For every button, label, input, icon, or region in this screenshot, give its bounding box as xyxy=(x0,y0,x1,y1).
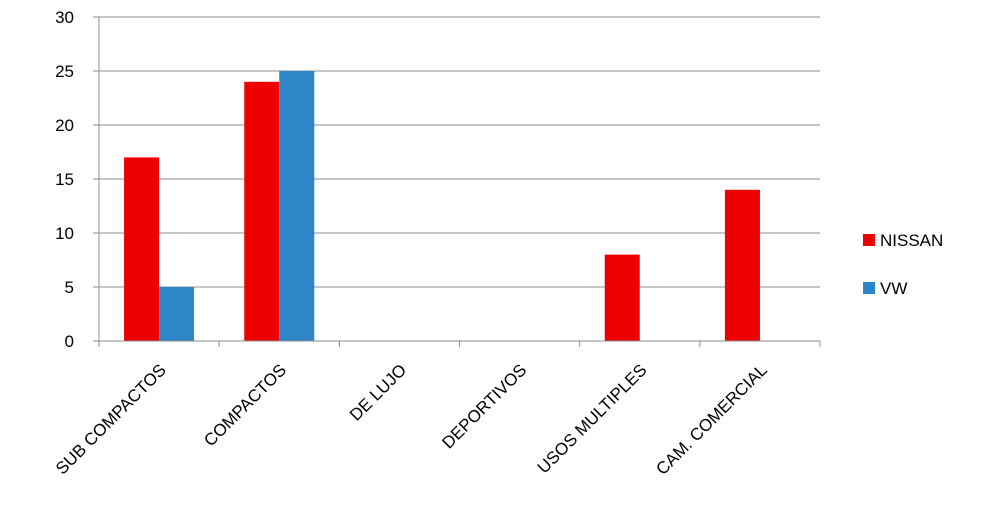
x-tick-label-cam-comercial: CAM. COMERCIAL xyxy=(652,360,770,478)
y-tick-label-0: 0 xyxy=(65,332,74,351)
x-tick-label-deportivos: DEPORTIVOS xyxy=(438,360,530,452)
y-tick-label-15: 15 xyxy=(55,170,74,189)
x-tick-label-de-lujo: DE LUJO xyxy=(346,360,410,424)
bar-vw-compactos xyxy=(279,71,315,341)
x-tick-label-usos-multiples: USOS MULTIPLES xyxy=(534,360,651,477)
legend-swatch-vw xyxy=(863,282,875,294)
y-tick-label-25: 25 xyxy=(55,62,74,81)
y-tick-label-10: 10 xyxy=(55,224,74,243)
x-tick-label-compactos: COMPACTOS xyxy=(200,360,290,450)
bar-vw-sub-compactos xyxy=(159,287,195,341)
bar-nissan-compactos xyxy=(244,81,280,342)
legend: NISSAN VW xyxy=(863,231,943,298)
legend-swatch-nissan xyxy=(863,234,875,246)
x-tick-label-sub-compactos: SUB COMPACTOS xyxy=(52,360,170,478)
y-tick-label-5: 5 xyxy=(65,278,74,297)
y-tick-label-20: 20 xyxy=(55,116,74,135)
bar-nissan-sub-compactos xyxy=(124,157,160,341)
bar-nissan-usos-multiples xyxy=(604,254,640,341)
bars xyxy=(124,71,760,342)
bar-nissan-cam-comercial xyxy=(724,189,760,341)
y-tick-label-30: 30 xyxy=(55,8,74,27)
axes: 0 5 10 15 20 25 30 SUB COMPACTOS COMPACTOS DE LUJ… xyxy=(52,8,821,479)
legend-label-vw: VW xyxy=(880,279,907,298)
gridlines xyxy=(99,16,820,288)
legend-label-nissan: NISSAN xyxy=(880,231,943,250)
